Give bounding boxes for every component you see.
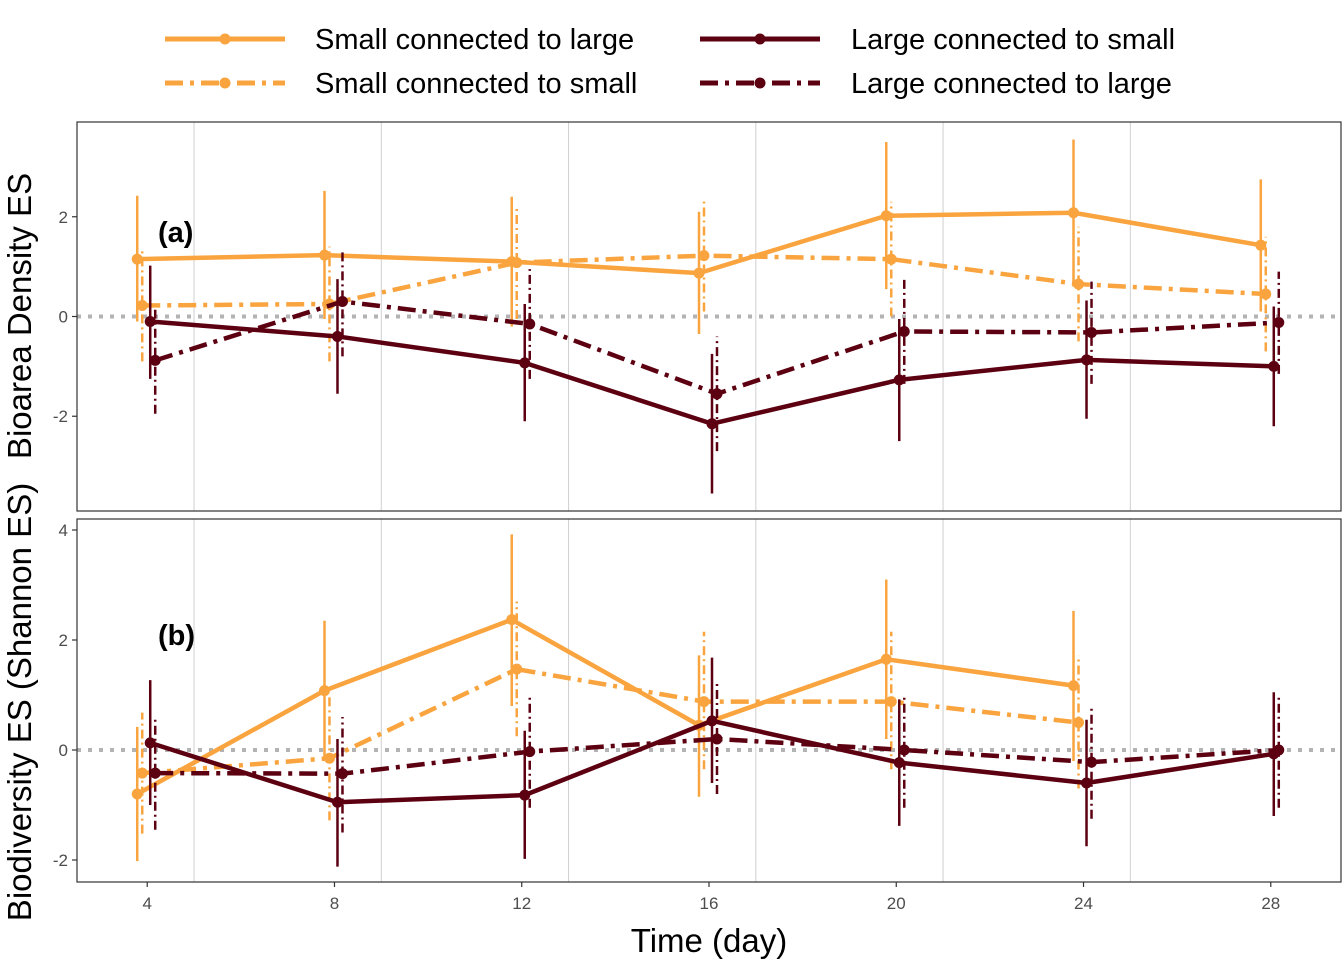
data-point [336, 768, 348, 780]
series-large-connected-to-small [144, 265, 1280, 494]
series-large-connected-to-small [144, 657, 1280, 867]
legend-marker [754, 33, 766, 45]
data-point [511, 257, 523, 269]
data-point [893, 374, 905, 386]
legend-label: Small connected to large [315, 24, 634, 56]
data-point [698, 250, 710, 262]
series-line [142, 666, 1079, 776]
data-point [149, 354, 161, 366]
data-point [144, 737, 156, 749]
y-axis-title-a: Bioarea Density ES [1, 173, 38, 459]
y-tick-label: -2 [53, 851, 68, 870]
data-point [318, 249, 330, 261]
x-tick-label: 24 [1074, 894, 1093, 913]
data-point [1068, 680, 1080, 692]
data-point [880, 653, 892, 665]
data-point [898, 744, 910, 756]
data-point [136, 767, 148, 779]
series-small-connected-to-small [136, 601, 1085, 834]
data-point [131, 788, 143, 800]
data-point [149, 767, 161, 779]
data-point [1260, 288, 1272, 300]
y-tick-label: 0 [59, 308, 68, 327]
data-point [318, 685, 330, 697]
data-point [331, 330, 343, 342]
x-axis-title: Time (day) [631, 922, 787, 959]
x-tick-label: 8 [330, 894, 339, 913]
series-line [136, 617, 1074, 796]
data-point [144, 315, 156, 327]
legend-item-small-connected-to-large: Small connected to large [165, 24, 634, 56]
panel-label: (a) [158, 217, 193, 249]
data-point [331, 796, 343, 808]
data-point [698, 696, 710, 708]
data-point [711, 388, 723, 400]
data-point [131, 253, 143, 265]
data-point [1273, 316, 1285, 328]
data-point [1273, 744, 1285, 756]
series-large-connected-to-large [149, 682, 1285, 833]
legend-item-large-connected-to-small: Large connected to small [700, 24, 1175, 56]
data-point [1068, 207, 1080, 219]
legend-marker [219, 77, 231, 89]
data-point [519, 357, 531, 369]
data-point [519, 789, 531, 801]
legend-marker [219, 33, 231, 45]
x-tick-label: 12 [512, 894, 531, 913]
data-point [885, 696, 897, 708]
data-point [1073, 278, 1085, 290]
series-large-connected-to-large [149, 249, 1285, 452]
data-point [336, 296, 348, 308]
data-point [706, 418, 718, 430]
panel-label: (b) [158, 620, 195, 652]
legend-item-small-connected-to-small: Small connected to small [165, 68, 637, 100]
data-point [1255, 239, 1267, 251]
data-point [1073, 717, 1085, 728]
data-point [1086, 326, 1098, 338]
x-axis: 4 8 12 16 20 24 28 [142, 882, 1280, 913]
series-small-connected-to-large [131, 139, 1267, 334]
data-point [706, 715, 718, 727]
data-point [1268, 360, 1280, 372]
legend-marker [754, 77, 766, 89]
data-point [511, 663, 523, 675]
data-point [1081, 354, 1093, 366]
legend-item-large-connected-to-large: Large connected to large [700, 68, 1172, 100]
x-tick-label: 16 [700, 894, 719, 913]
x-tick-label: 20 [887, 894, 906, 913]
data-point [524, 318, 536, 330]
data-point [1086, 756, 1098, 768]
data-point [898, 325, 910, 337]
y-tick-label: 0 [59, 741, 68, 760]
legend: Small connected to large Small connected … [165, 24, 1175, 100]
data-point [893, 757, 905, 769]
data-point [880, 210, 892, 222]
data-point [1081, 777, 1093, 789]
data-point [136, 300, 148, 312]
y-tick-label: 2 [59, 631, 68, 650]
y-tick-label: 4 [59, 521, 68, 540]
legend-label: Large connected to small [851, 24, 1175, 56]
y-tick-label: -2 [53, 407, 68, 426]
panel-a: -2 0 2 (a) [53, 121, 1342, 512]
legend-label: Large connected to large [851, 68, 1172, 100]
data-point [693, 267, 705, 279]
panel-b: -2 0 2 4 (b) [53, 518, 1342, 883]
data-point [524, 746, 536, 758]
x-tick-label: 4 [142, 894, 151, 913]
y-axis-title-b: Biodiversity ES (Shannon ES) [1, 483, 38, 921]
legend-label: Small connected to small [315, 68, 637, 100]
data-point [711, 733, 723, 745]
data-point [323, 752, 335, 764]
y-axis-titles: Bioarea Density ES Biodiversity ES (Shan… [1, 173, 38, 921]
data-point [885, 253, 897, 265]
data-point [506, 614, 518, 626]
x-tick-label: 28 [1261, 894, 1280, 913]
y-tick-label: 2 [59, 208, 68, 227]
